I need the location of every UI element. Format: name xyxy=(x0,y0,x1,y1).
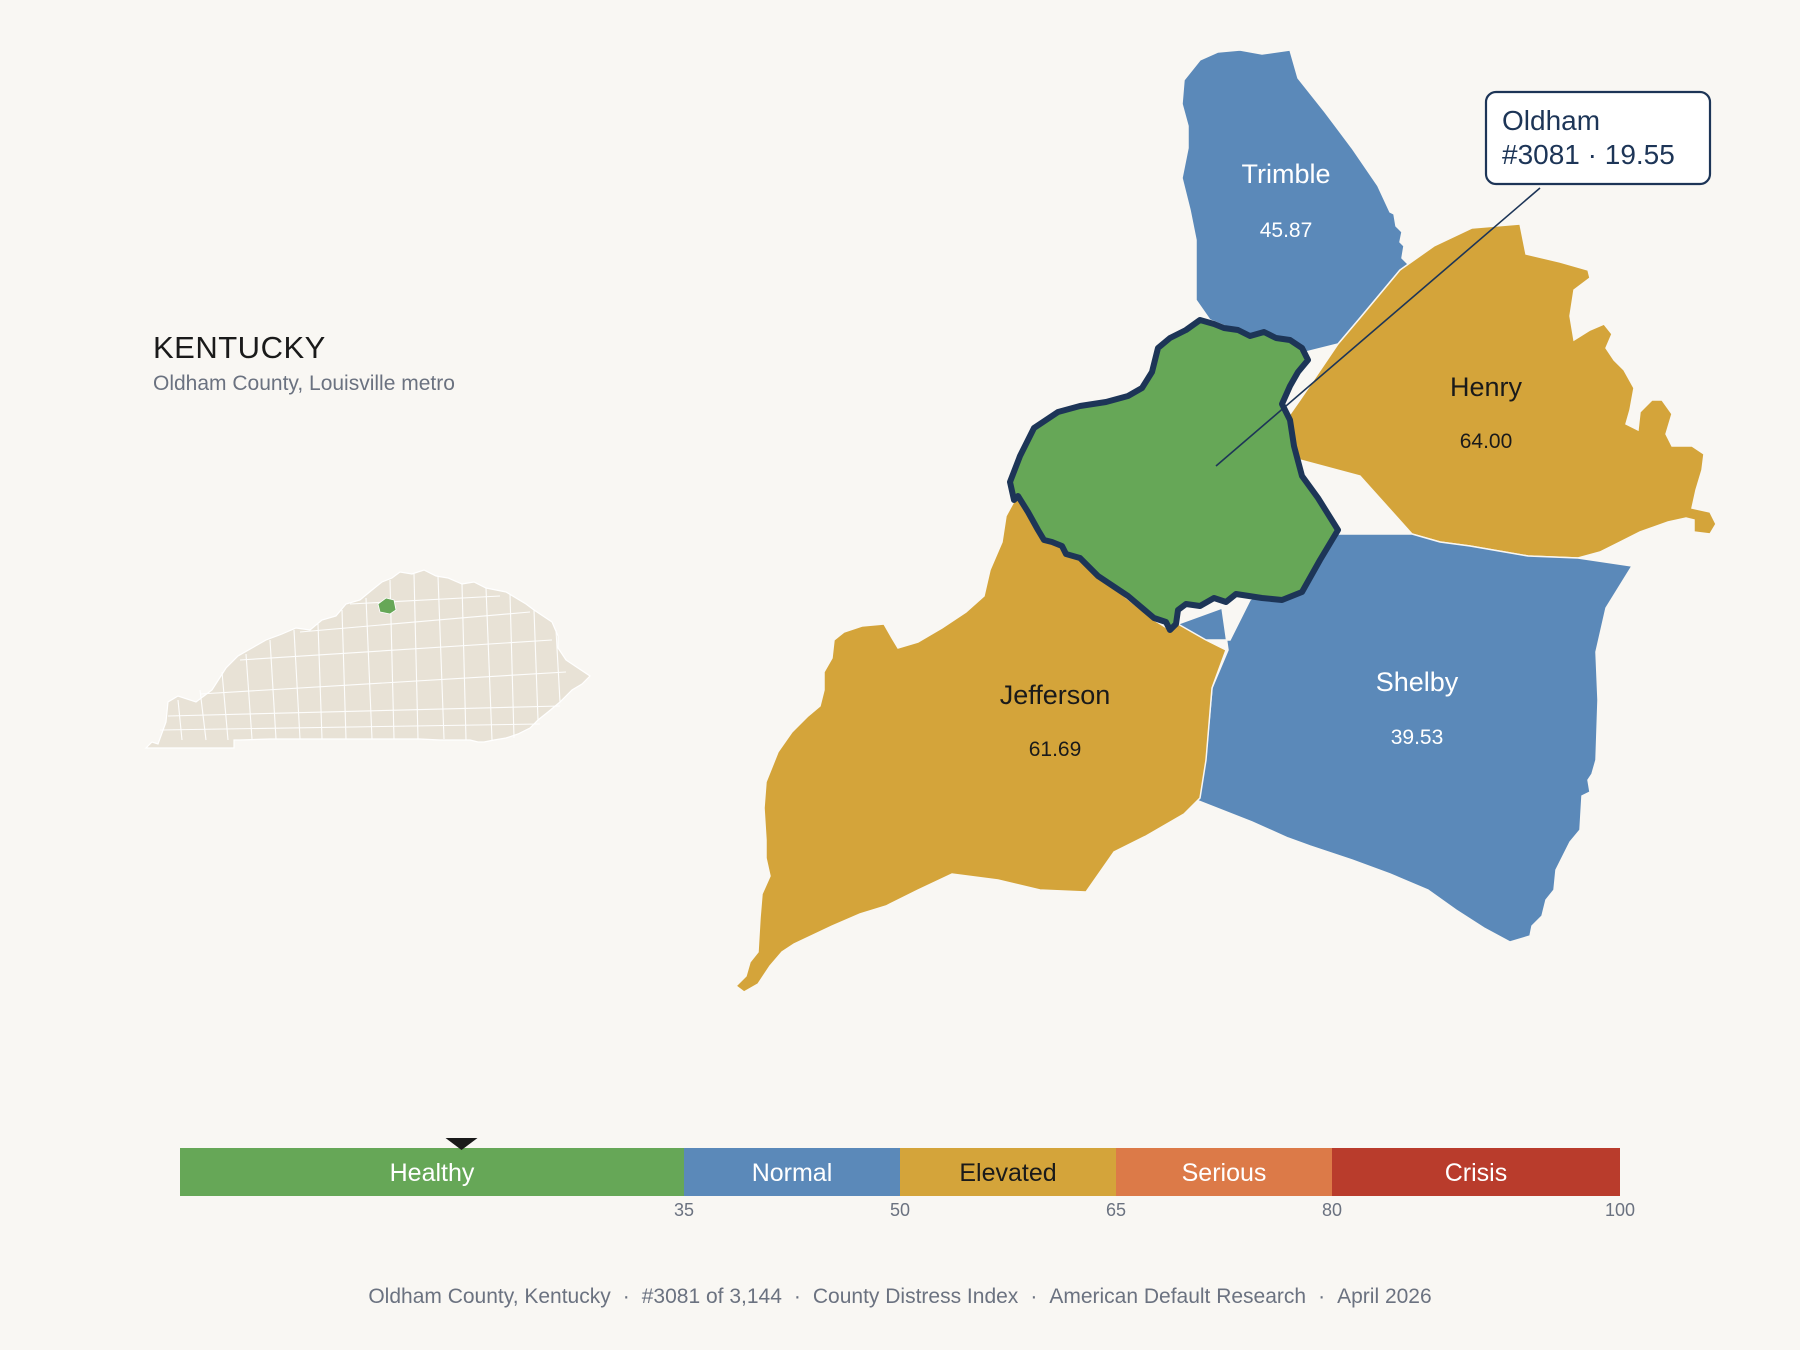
legend-band-crisis xyxy=(1332,1148,1620,1196)
legend-scale: Healthy Normal Elevated Serious Crisis 35 50 65… xyxy=(180,1138,1635,1220)
footer: Oldham County, Kentucky · #3081 of 3,144 · C… xyxy=(368,1285,1432,1308)
legend-tick-65: 65 xyxy=(1106,1200,1126,1220)
kentucky-state-shape xyxy=(144,569,591,749)
county-label-jefferson: Jefferson xyxy=(1000,680,1111,710)
legend-label-crisis: Crisis xyxy=(1445,1159,1508,1187)
county-shelby[interactable] xyxy=(1161,533,1634,943)
county-jefferson[interactable] xyxy=(734,492,1227,993)
footer-source: American Default Research xyxy=(1049,1285,1307,1308)
callout-detail: #3081 · 19.55 xyxy=(1502,139,1675,170)
county-value-shelby: 39.53 xyxy=(1391,726,1444,749)
oldham-callout: Oldham #3081 · 19.55 xyxy=(1215,90,1712,467)
footer-date: April 2026 xyxy=(1337,1285,1432,1308)
callout-name: Oldham xyxy=(1502,105,1600,136)
footer-index: County Distress Index xyxy=(812,1285,1019,1308)
legend-band-healthy xyxy=(180,1148,684,1196)
county-label-shelby: Shelby xyxy=(1376,667,1459,697)
county-value-jefferson: 61.69 xyxy=(1029,738,1082,761)
county-value-henry: 64.00 xyxy=(1460,430,1513,453)
footer-rank: #3081 of 3,144 xyxy=(641,1285,782,1308)
state-title: KENTUCKY xyxy=(153,330,326,365)
county-labels: Trimble 45.87 Henry 64.00 Jefferson 61.6… xyxy=(1000,159,1523,761)
legend-label-elevated: Elevated xyxy=(959,1159,1056,1187)
callout-box xyxy=(1484,90,1712,186)
legend-band-serious xyxy=(1116,1148,1332,1196)
legend-tick-35: 35 xyxy=(674,1200,694,1220)
oldham-inset-highlight xyxy=(377,597,397,615)
county-label-henry: Henry xyxy=(1450,372,1523,402)
footer-county: Oldham County, Kentucky xyxy=(368,1285,611,1308)
county-map: Oldham #3081 · 19.55 Trimble 45.87 Henry… xyxy=(734,49,1717,993)
legend-tick-100: 100 xyxy=(1605,1200,1635,1220)
state-subtitle: Oldham County, Louisville metro xyxy=(153,372,455,395)
legend-label-serious: Serious xyxy=(1182,1159,1267,1187)
county-label-trimble: Trimble xyxy=(1241,159,1330,189)
kentucky-inset-map xyxy=(144,569,591,749)
callout-leader-line xyxy=(1215,187,1541,467)
legend-band-normal xyxy=(684,1148,900,1196)
legend-tick-50: 50 xyxy=(890,1200,910,1220)
legend-marker xyxy=(445,1138,478,1150)
legend-tick-80: 80 xyxy=(1322,1200,1342,1220)
county-oldham[interactable] xyxy=(1007,317,1341,633)
county-value-trimble: 45.87 xyxy=(1260,219,1313,242)
legend-band-elevated xyxy=(900,1148,1116,1196)
legend-label-healthy: Healthy xyxy=(390,1159,475,1187)
legend-label-normal: Normal xyxy=(752,1159,833,1187)
